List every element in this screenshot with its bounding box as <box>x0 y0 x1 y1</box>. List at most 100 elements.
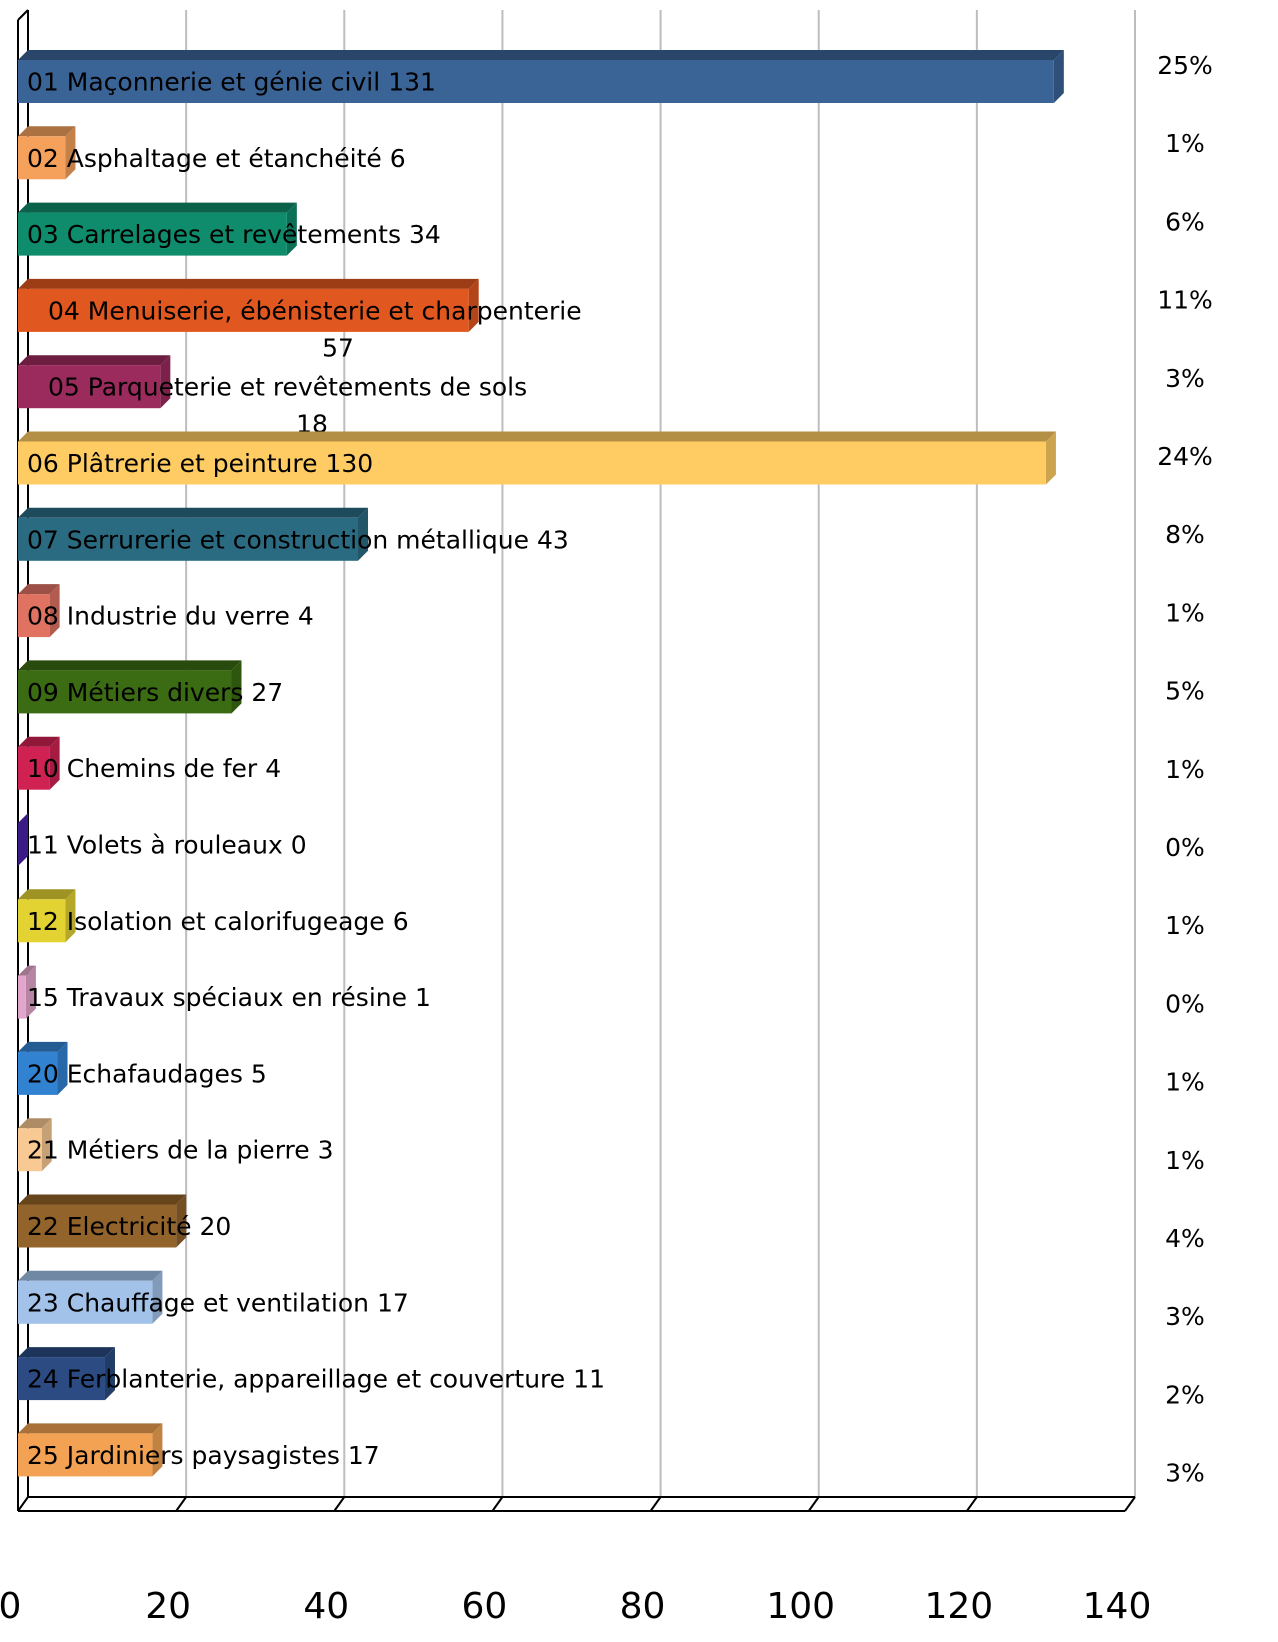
bar-side <box>25 965 36 1019</box>
bar-value-label: 17 <box>377 1288 409 1317</box>
bar-value-label: 1 <box>415 983 431 1012</box>
bar-side <box>286 202 297 256</box>
bar-value-label: 3 <box>318 1136 334 1165</box>
bar-group <box>18 1194 187 1248</box>
bar-category-label: 08 Industrie du verre <box>27 602 290 631</box>
share-label: 11% <box>1157 286 1213 315</box>
share-label: 3% <box>1165 1302 1205 1331</box>
share-label: 0% <box>1165 989 1205 1018</box>
bar-top <box>18 1347 115 1358</box>
tick-mark <box>17 1496 29 1512</box>
bar-value-label: 4 <box>265 754 281 783</box>
bar-top <box>18 50 1064 60</box>
bar-group <box>18 1270 163 1324</box>
share-label: 0% <box>1165 833 1205 862</box>
bar <box>18 1433 153 1477</box>
bar-side <box>18 813 28 866</box>
bar-value-label: 130 <box>326 449 374 478</box>
bar-label: 08 Industrie du verre 4 <box>27 602 314 631</box>
bar-group <box>18 736 60 790</box>
bar-side <box>160 355 171 409</box>
bar-side <box>231 660 242 714</box>
bar-category-label: 12 Isolation et calorifugeage <box>27 907 385 936</box>
bar-group <box>18 202 297 256</box>
share-label: 1% <box>1165 1146 1205 1175</box>
bar-label: 10 Chemins de fer 4 <box>27 754 281 783</box>
bar-category-label: 15 Travaux spéciaux en résine <box>27 983 407 1012</box>
bar-category-label: 02 Asphaltage et étanchéité <box>27 144 382 173</box>
share-label: 1% <box>1165 911 1205 940</box>
bar-group <box>18 50 1064 103</box>
share-label: 3% <box>1165 364 1205 393</box>
x-tick-label: 0 <box>0 1586 21 1627</box>
share-label: 1% <box>1165 755 1205 784</box>
bar <box>18 136 66 180</box>
bar-category-label: 22 Electricité <box>27 1212 192 1241</box>
tick-mark <box>649 1496 662 1512</box>
bar-category-label: 07 Serrurerie et construction métallique <box>27 525 529 554</box>
x-tick-label: 20 <box>145 1586 191 1627</box>
bar-category-label: 06 Plâtrerie et peinture <box>27 449 318 478</box>
bar-group <box>18 1347 115 1401</box>
bar-top <box>18 278 479 289</box>
share-label: 8% <box>1165 520 1205 549</box>
bar-side <box>57 1041 68 1095</box>
bar-group <box>18 126 76 180</box>
share-label: 6% <box>1165 207 1205 236</box>
tick-mark <box>807 1496 820 1512</box>
bar-value-label: 4 <box>298 602 314 631</box>
bar-category-label: 24 Ferblanterie, appareillage et couvert… <box>27 1365 565 1394</box>
bar-top <box>18 507 369 518</box>
bar-category-label: 01 Maçonnerie et génie civil <box>27 68 380 97</box>
bar-side <box>358 507 369 561</box>
x-tick-label: 140 <box>1083 1586 1152 1627</box>
bar-value-label: 6 <box>393 907 409 936</box>
bar-side <box>104 1347 115 1401</box>
bar-top <box>18 1423 163 1434</box>
bar-group <box>18 1041 68 1095</box>
tick-mark <box>175 1496 187 1512</box>
bar-label: 06 Plâtrerie et peinture 130 <box>27 449 373 478</box>
bar-label: 23 Chauffage et ventilation 17 <box>27 1288 409 1317</box>
bar-side <box>41 1118 52 1172</box>
x-tick-label: 40 <box>303 1586 349 1627</box>
x-tick-label: 100 <box>766 1586 835 1627</box>
tick-mark <box>333 1496 346 1512</box>
bar-group <box>18 355 171 409</box>
share-label: 1% <box>1165 129 1205 158</box>
bar-label: 12 Isolation et calorifugeage 6 <box>27 907 409 936</box>
share-label: 1% <box>1165 1068 1205 1097</box>
bar-value-label: 34 <box>409 220 441 249</box>
bar-value-label: 5 <box>251 1059 267 1088</box>
bar-value-label: 27 <box>251 678 283 707</box>
bar-label: 11 Volets à rouleaux 0 <box>27 831 307 860</box>
bar-side <box>176 1194 187 1248</box>
bar-side <box>65 889 76 943</box>
bar-group <box>18 1118 52 1172</box>
tick-mark <box>1124 1496 1136 1512</box>
bar-label: 20 Echafaudages 5 <box>27 1059 267 1088</box>
share-label: 5% <box>1165 677 1205 706</box>
bar-top <box>18 202 297 213</box>
bar <box>18 746 50 790</box>
bar-side <box>49 736 60 790</box>
x-tick-label: 120 <box>924 1586 993 1627</box>
bar-group <box>18 1423 163 1477</box>
bar-side <box>1053 50 1064 103</box>
bar-value-label: 131 <box>388 68 436 97</box>
bar-value-label: 43 <box>537 525 569 554</box>
bar-group <box>18 507 369 561</box>
bar-category-label: 25 Jardiniers paysagistes <box>27 1441 340 1470</box>
bar-value-label: 17 <box>348 1441 380 1470</box>
bar-value-label: 0 <box>291 831 307 860</box>
bar-top <box>18 1118 52 1129</box>
bar-value-label: 11 <box>573 1365 605 1394</box>
bar <box>18 594 50 638</box>
bar <box>18 1204 177 1248</box>
bar-top <box>18 1041 68 1052</box>
bar-category-label: 04 Menuiserie, ébénisterie et charpenter… <box>48 296 582 325</box>
share-label: 25% <box>1157 51 1213 80</box>
bar-side <box>1045 431 1056 485</box>
bar <box>18 365 161 409</box>
